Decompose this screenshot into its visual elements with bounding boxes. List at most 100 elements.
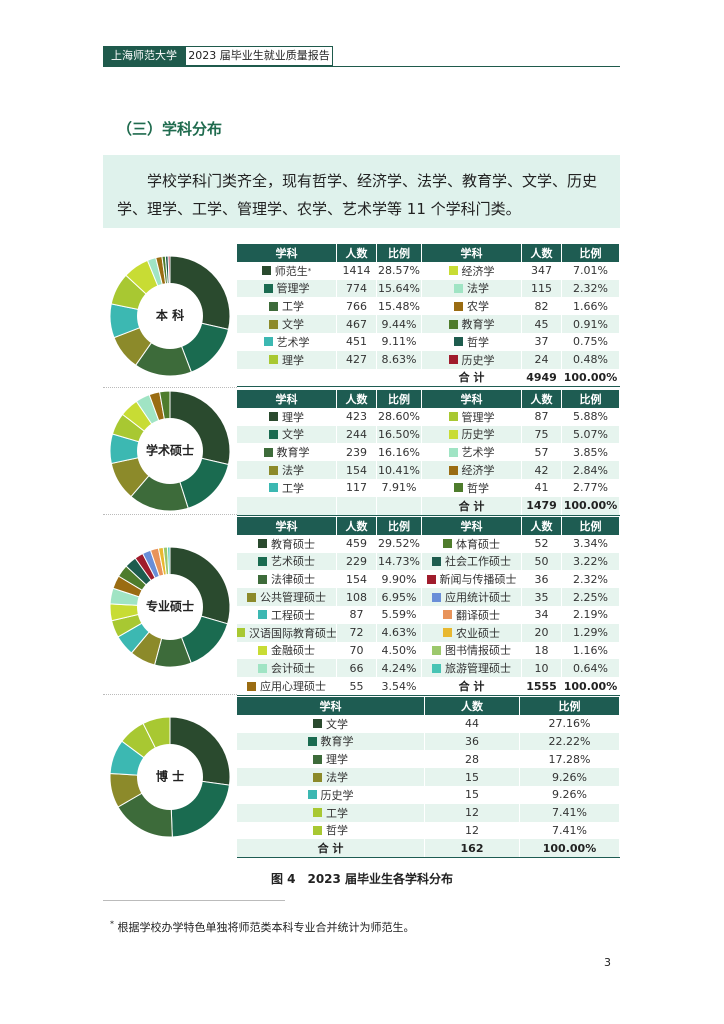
name-cell: 教育学 — [422, 315, 522, 333]
count-cell: 55 — [337, 677, 377, 695]
count-cell: 52 — [522, 534, 562, 553]
name-cell: 应用统计硕士 — [422, 588, 522, 606]
footnote-rule — [103, 900, 285, 901]
header-cell: 人数 — [522, 244, 562, 262]
pct-cell: 16.16% — [377, 443, 422, 462]
header-cell: 比例 — [520, 697, 620, 715]
subject-name: 汉语国际教育硕士 — [249, 626, 337, 640]
pct-cell: 0.91% — [562, 315, 620, 333]
name-cell: 教育学 — [237, 732, 425, 751]
group-separator — [103, 514, 237, 515]
figure-caption: 图 4 2023 届毕业生各学科分布 — [270, 872, 454, 886]
subject-name: 法学 — [467, 282, 489, 296]
legend-swatch — [426, 574, 436, 584]
subject-name: 理学 — [326, 753, 348, 767]
pct-cell: 6.95% — [377, 588, 422, 606]
name-cell: 管理学 — [422, 407, 522, 426]
count-cell: 66 — [337, 659, 377, 678]
pct-cell: 3.54% — [377, 677, 422, 695]
header-rule — [103, 66, 620, 67]
count-cell: 28 — [425, 750, 520, 769]
name-cell: 体育硕士 — [422, 534, 522, 553]
table-header: 学科 人数 比例 学科 人数 比例 — [237, 390, 620, 408]
donut-label: 本 科 — [156, 308, 184, 323]
table: 学科 人数 比例 学科 人数 比例 教育硕士 459 29.52% 体育硕士 52 3.34% 艺术硕士… — [237, 517, 620, 696]
subject-name: 新闻与传播硕士 — [439, 573, 517, 587]
pct-cell: 3.22% — [562, 552, 620, 571]
total-label: 合 计 — [422, 496, 522, 515]
table-bottom-rule — [237, 514, 620, 516]
table: 学科 人数 比例 学科 人数 比例 师范生 * 1414 28.57% 经济学 347 7.01% 管理学… — [237, 244, 620, 388]
pct-cell: 5.88% — [562, 407, 620, 426]
donut-hole — [137, 283, 203, 349]
pct-cell: 5.59% — [377, 605, 422, 624]
pct-cell: 28.60% — [377, 407, 422, 426]
subject-name: 历史学 — [320, 788, 354, 802]
subject-name: 经济学 — [461, 464, 495, 478]
legend-swatch — [432, 663, 441, 673]
table-row: 教育硕士 459 29.52% 体育硕士 52 3.34% — [237, 534, 620, 553]
pct-cell: 4.50% — [377, 641, 422, 660]
note-mark: * — [307, 266, 312, 275]
legend-swatch — [258, 663, 267, 673]
legend-swatch — [258, 645, 267, 655]
pct-cell: 0.64% — [562, 659, 620, 678]
legend-swatch — [269, 301, 278, 311]
header-right: 2023 届毕业生就业质量报告 — [185, 46, 333, 66]
pct-cell: 7.01% — [562, 261, 620, 280]
table-row: 文学 244 16.50% 历史学 75 5.07% — [237, 425, 620, 444]
pct-cell: 9.90% — [377, 570, 422, 589]
subject-name: 管理学 — [461, 410, 495, 424]
subject-name: 法学 — [326, 771, 348, 785]
footnote: * 根据学校办学特色单独将师范类本科专业合并统计为师范生。 — [110, 919, 415, 935]
header-left: 上海师范大学 — [103, 46, 185, 66]
name-cell: 会计硕士 — [237, 659, 337, 678]
subject-name: 管理学 — [276, 282, 310, 296]
table-row: 理学 28 17.28% — [237, 750, 620, 769]
name-cell: 理学 — [237, 750, 425, 769]
subject-name: 历史学 — [461, 353, 495, 367]
count-cell: 41 — [522, 478, 562, 497]
table-bottom-rule — [237, 694, 620, 696]
subject-name: 图书情报硕士 — [445, 644, 511, 658]
table-row: 艺术学 451 9.11% 哲学 37 0.75% — [237, 332, 620, 351]
name-cell: 应用心理硕士 — [237, 677, 337, 695]
pct-cell: 9.11% — [377, 332, 422, 351]
legend-swatch — [258, 539, 267, 549]
pct-cell: 9.26% — [520, 785, 620, 804]
table-row: 合 计 1479 100.00% — [237, 496, 620, 515]
table-row: 理学 427 8.63% 历史学 24 0.48% — [237, 350, 620, 369]
count-cell: 15 — [425, 768, 520, 786]
name-cell: 哲学 — [422, 332, 522, 351]
subject-name: 工学 — [282, 300, 304, 314]
subject-name: 翻译硕士 — [456, 608, 500, 622]
legend-swatch — [448, 465, 458, 475]
name-cell: 历史学 — [237, 785, 425, 804]
legend-swatch — [448, 412, 458, 422]
count-cell: 37 — [522, 332, 562, 351]
subject-name: 工学 — [326, 806, 348, 820]
name-cell: 教育学 — [237, 443, 337, 462]
count-cell: 451 — [337, 332, 377, 351]
legend-swatch — [432, 645, 441, 655]
donut-hole — [137, 574, 203, 640]
legend-swatch — [263, 447, 273, 457]
table-row: 工学 117 7.91% 哲学 41 2.77% — [237, 478, 620, 497]
total-label: 合 计 — [237, 839, 425, 858]
donut-label: 博 士 — [156, 769, 184, 784]
name-cell: 历史学 — [422, 350, 522, 369]
subject-name: 教育学 — [461, 318, 495, 332]
intro: 学校学科门类齐全，现有哲学、经济学、法学、教育学、文学、历史学、理学、工学、管理… — [103, 155, 620, 228]
name-cell: 公共管理硕士 — [237, 588, 337, 606]
subject-name: 旅游管理硕士 — [445, 662, 511, 676]
page-number: 3 — [604, 956, 611, 969]
name-cell: 法学 — [237, 461, 337, 479]
count-cell: 45 — [522, 315, 562, 333]
legend-swatch — [443, 628, 452, 638]
header-cell: 学科 — [237, 697, 425, 715]
count-cell: 72 — [337, 623, 377, 642]
table-row: 工学 12 7.41% — [237, 803, 620, 822]
pct-cell: 3.85% — [562, 443, 620, 462]
table-row: 艺术硕士 229 14.73% 社会工作硕士 50 3.22% — [237, 552, 620, 571]
